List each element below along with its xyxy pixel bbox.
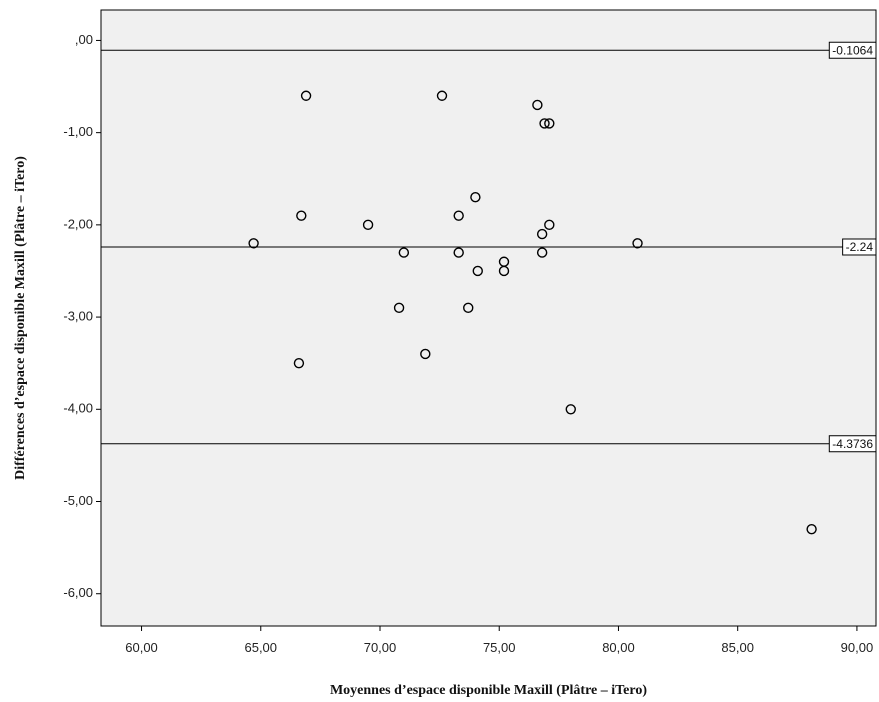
x-tick-label: 70,00 <box>364 640 397 655</box>
y-tick-label: ,00 <box>75 32 93 47</box>
x-axis-title: Moyennes d’espace disponible Maxill (Plâ… <box>330 683 647 698</box>
x-tick-label: 60,00 <box>125 640 158 655</box>
data-point <box>453 210 464 221</box>
data-point <box>472 265 483 277</box>
y-tick-label: -2,00 <box>63 216 93 231</box>
data-point <box>436 90 448 101</box>
reference-lines: -0.1064 -2.24 -4.3736 <box>101 41 877 453</box>
data-point <box>536 228 548 240</box>
data-point <box>565 404 576 415</box>
data-point <box>296 210 307 221</box>
x-axis: 60,00 65,00 70,00 75,00 80,00 85,00 90,00 <box>125 626 873 655</box>
data-point <box>248 238 259 249</box>
data-point <box>536 247 548 258</box>
data-point <box>539 118 550 129</box>
reference-line-label-text: -0.1064 <box>832 43 873 57</box>
data-point <box>544 219 555 231</box>
y-tick-label: -5,00 <box>63 493 93 508</box>
y-tick-label: -1,00 <box>63 124 93 139</box>
reference-line-label-box <box>842 238 877 256</box>
x-tick-label: 85,00 <box>721 640 754 655</box>
data-point <box>362 219 374 231</box>
plot-area <box>100 9 877 627</box>
data-point <box>532 99 543 111</box>
y-tick-label: -6,00 <box>63 585 93 600</box>
data-point <box>498 265 510 277</box>
data-point <box>470 191 481 203</box>
data-point <box>632 238 643 249</box>
x-tick-label: 75,00 <box>483 640 516 655</box>
data-point <box>398 247 410 258</box>
reference-line-label-text: -4.3736 <box>832 437 873 451</box>
y-axis-title: Différences d’espace disponible Maxill (… <box>13 156 28 480</box>
y-axis: ,00 -1,00 -2,00 -3,00 -4,00 -5,00 -6,00 <box>63 32 101 600</box>
data-points <box>248 90 817 535</box>
x-tick-label: 80,00 <box>602 640 635 655</box>
reference-line-label-box <box>828 41 877 59</box>
data-point <box>806 523 817 535</box>
data-point <box>453 247 464 258</box>
data-point <box>544 118 555 129</box>
reference-line-label: -2.24 <box>842 238 877 256</box>
data-point <box>393 302 405 314</box>
data-point <box>463 302 474 314</box>
data-point <box>420 348 431 360</box>
reference-line-label: -4.3736 <box>828 435 877 453</box>
x-tick-label: 65,00 <box>244 640 277 655</box>
reference-line-label: -0.1064 <box>828 41 877 59</box>
data-point <box>300 90 312 101</box>
x-tick-label: 90,00 <box>841 640 874 655</box>
data-point <box>293 357 305 369</box>
y-tick-label: -3,00 <box>63 309 93 324</box>
reference-line-label-text: -2.24 <box>846 240 874 254</box>
y-tick-label: -4,00 <box>63 401 93 416</box>
reference-line-label-box <box>828 435 877 453</box>
